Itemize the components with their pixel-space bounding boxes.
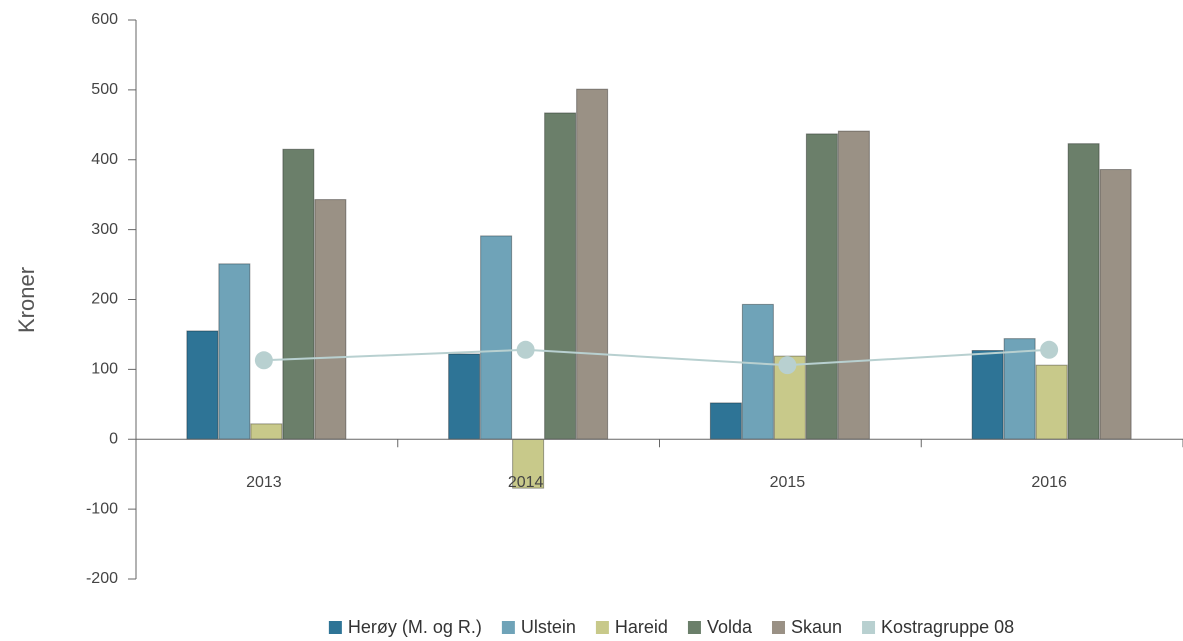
legend-label: Herøy (M. og R.) [348,617,482,637]
y-tick-label: 100 [91,361,118,378]
bar [544,112,577,440]
legend-swatch [595,621,609,634]
line-point [1040,340,1059,359]
line [263,348,1050,367]
line-point [254,351,273,370]
y-tick-label: -100 [86,500,118,517]
legend-swatch [328,621,342,634]
bar [1035,364,1068,440]
bar [314,199,347,440]
legend-swatch [687,621,701,634]
y-tick-label: 500 [91,81,118,98]
y-tick-label: 600 [91,11,118,28]
y-tick-label: 0 [109,430,118,447]
x-tick-label: 2014 [508,474,544,491]
bar [837,130,870,440]
y-tick-label: -200 [86,570,118,587]
line-point [778,356,797,375]
legend-label: Hareid [615,617,668,637]
y-tick-label: 300 [91,221,118,238]
bar [805,133,838,440]
bar [186,330,219,440]
legend-label: Skaun [791,617,842,637]
legend-swatch [771,621,785,634]
bar [971,350,1004,440]
bar [576,88,609,440]
bar [282,148,315,440]
x-tick-label: 2016 [1031,474,1067,491]
bar [250,423,283,440]
bar [1099,169,1132,440]
x-tick-label: 2013 [246,474,282,491]
legend-label: Volda [707,617,753,637]
legend-label: Kostragruppe 08 [881,617,1014,637]
bar [480,235,513,440]
y-tick-label: 200 [91,291,118,308]
y-tick-label: 400 [91,151,118,168]
legend-swatch [501,621,515,634]
bar [1003,338,1036,440]
bar [741,303,774,440]
legend-label: Ulstein [521,617,576,637]
bar [1067,143,1100,440]
bar [218,263,251,440]
bar [448,353,481,440]
y-axis-label: Kroner [14,267,39,333]
line-point [516,340,535,359]
legend-swatch [862,621,876,634]
x-tick-label: 2015 [770,474,806,491]
bar [709,402,742,440]
